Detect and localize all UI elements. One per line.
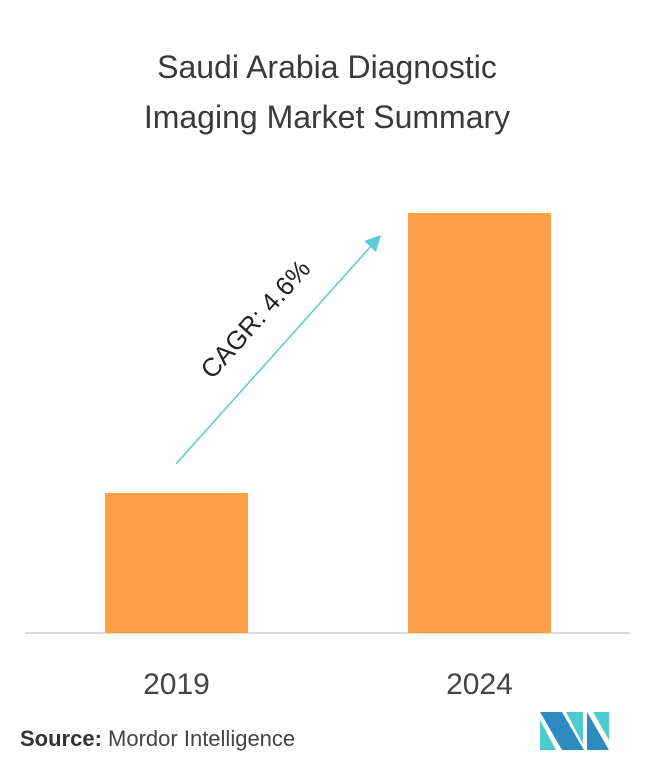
source-label: Source: [20,726,102,751]
source-line: Source: Mordor Intelligence [20,726,295,752]
cagr-arrow-head [364,235,381,252]
bar-2024 [408,213,551,633]
chart-title-line-1: Saudi Arabia Diagnostic [157,49,497,85]
chart-title-line-2: Imaging Market Summary [143,99,511,135]
x-tick-label: 2024 [446,668,513,701]
source-value: Mordor Intelligence [108,726,296,751]
mordor-logo [540,712,609,750]
bar-2019 [105,493,248,633]
cagr-label: CAGR: 4.6% [194,254,316,385]
x-tick-label: 2019 [143,668,210,701]
cagr-arrow-line [175,244,373,465]
